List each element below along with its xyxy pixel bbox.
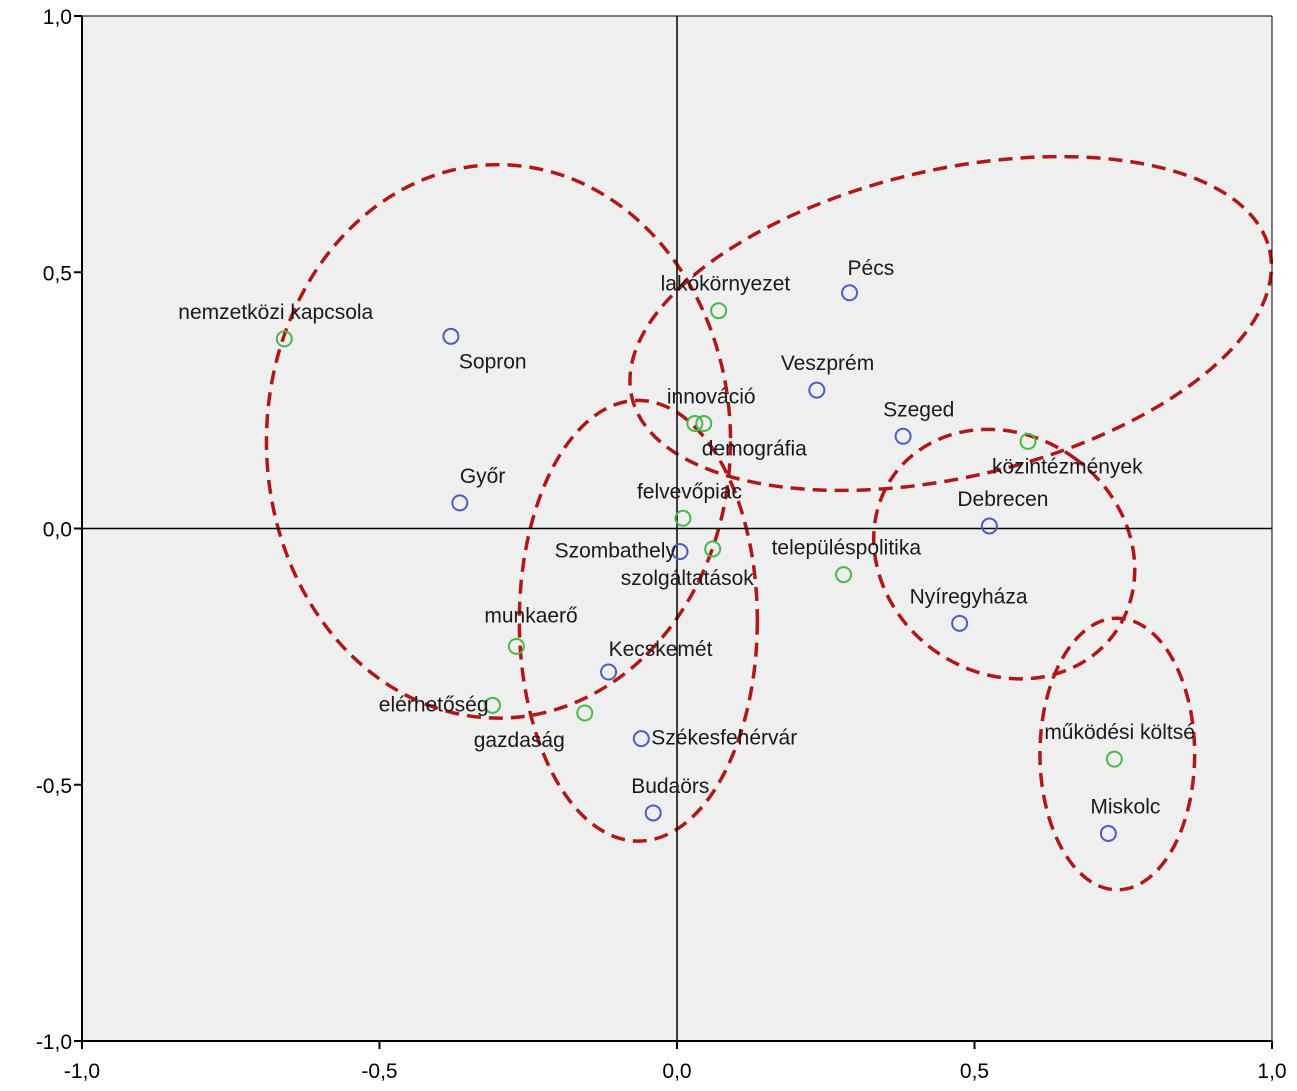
point-label: innováció [667, 385, 756, 408]
data-point-gy-r [451, 494, 469, 512]
point-label: Debrecen [957, 488, 1048, 511]
x-tick-label: 1,0 [1257, 1060, 1286, 1083]
point-label: demográfia [702, 437, 807, 460]
data-point-demogr-fia [695, 414, 713, 432]
point-label: Szeged [883, 398, 954, 421]
reference-lines [82, 16, 1272, 1041]
data-point-ny-regyh-za [951, 614, 969, 632]
x-tick-label: 0,0 [662, 1060, 691, 1083]
point-label: Székesfehérvár [651, 727, 797, 750]
y-tick-label: 1,0 [43, 6, 72, 29]
data-point-gazdas-g [576, 704, 594, 722]
data-points [275, 284, 1123, 842]
point-label: Szombathely [555, 540, 677, 563]
data-point-veszpr-m [808, 381, 826, 399]
point-label: Győr [460, 465, 506, 488]
data-point-p-cs [841, 284, 859, 302]
data-point-kecskem-t [600, 663, 618, 681]
point-label: Pécs [848, 257, 895, 280]
data-point-szeged [894, 427, 912, 445]
point-label: Miskolc [1090, 795, 1160, 818]
point-label: szolgáltatások [621, 567, 755, 590]
point-label: Kecskemét [609, 638, 713, 661]
point-label: Budaörs [631, 775, 709, 798]
data-point-buda-rs [644, 804, 662, 822]
x-tick-label: 0,5 [960, 1060, 989, 1083]
point-label: közintézmények [992, 455, 1143, 478]
data-point-lak-k-rnyezet [710, 302, 728, 320]
y-tick-label: 0,0 [43, 519, 72, 542]
data-point-el-rhet-s-g [484, 696, 502, 714]
y-tick-label: 0,5 [43, 262, 72, 285]
x-tick-label: -1,0 [64, 1060, 100, 1083]
data-point-innov-ci [686, 414, 704, 432]
point-label: felvevőpiac [637, 480, 742, 503]
data-point-k-zint-zm-nyek [1019, 432, 1037, 450]
data-point-szolg-ltat-sok [704, 540, 722, 558]
dashed-ellipse-4 [871, 427, 1137, 681]
data-point-nemzetk-zi-kapcsola [275, 330, 293, 348]
data-point-miskolc [1099, 824, 1117, 842]
data-point-telep-l-spolitika [835, 566, 853, 584]
point-label: településpolitika [772, 537, 922, 560]
tick-labels: -1,0 -0,5 0,0 0,5 1,0 1,0 0,5 0,0 -0,5 -1,0 [36, 6, 1287, 1083]
point-labels: Pécs Sopron Veszprém Szeged Győr Debrecen Szom… [178, 257, 1195, 819]
point-label: Nyíregyháza [910, 585, 1028, 608]
point-label: lakókörnyezet [661, 273, 791, 296]
dashed-ellipse-1 [264, 162, 733, 720]
axes [74, 15, 1273, 1049]
dashed-ellipse-2 [628, 154, 1274, 493]
point-label: elérhetőség [379, 693, 489, 716]
data-point-szombathely [671, 543, 689, 561]
point-label: Sopron [459, 350, 527, 373]
dashed-ellipse-3 [517, 398, 760, 843]
x-tick-label: -0,5 [361, 1060, 397, 1083]
data-point-sz-kesfeh-rv-r [632, 730, 650, 748]
point-label: munkaerő [484, 604, 577, 627]
data-point-munkaer [507, 637, 525, 655]
annotation-layer [264, 154, 1274, 892]
dashed-ellipse-5 [1038, 616, 1197, 892]
data-point-felvev-piac [674, 509, 692, 527]
data-point-sopron [442, 327, 460, 345]
y-tick-label: -0,5 [36, 775, 72, 798]
point-label: nemzetközi kapcsola [178, 301, 373, 324]
y-tick-label: -1,0 [36, 1031, 72, 1054]
data-point-debrecen [980, 517, 998, 535]
data-point-m-k-d-si-k-lts [1105, 750, 1123, 768]
point-label: Veszprém [781, 352, 874, 375]
point-label: gazdaság [474, 729, 565, 752]
point-label: működési költsé [1044, 721, 1195, 744]
